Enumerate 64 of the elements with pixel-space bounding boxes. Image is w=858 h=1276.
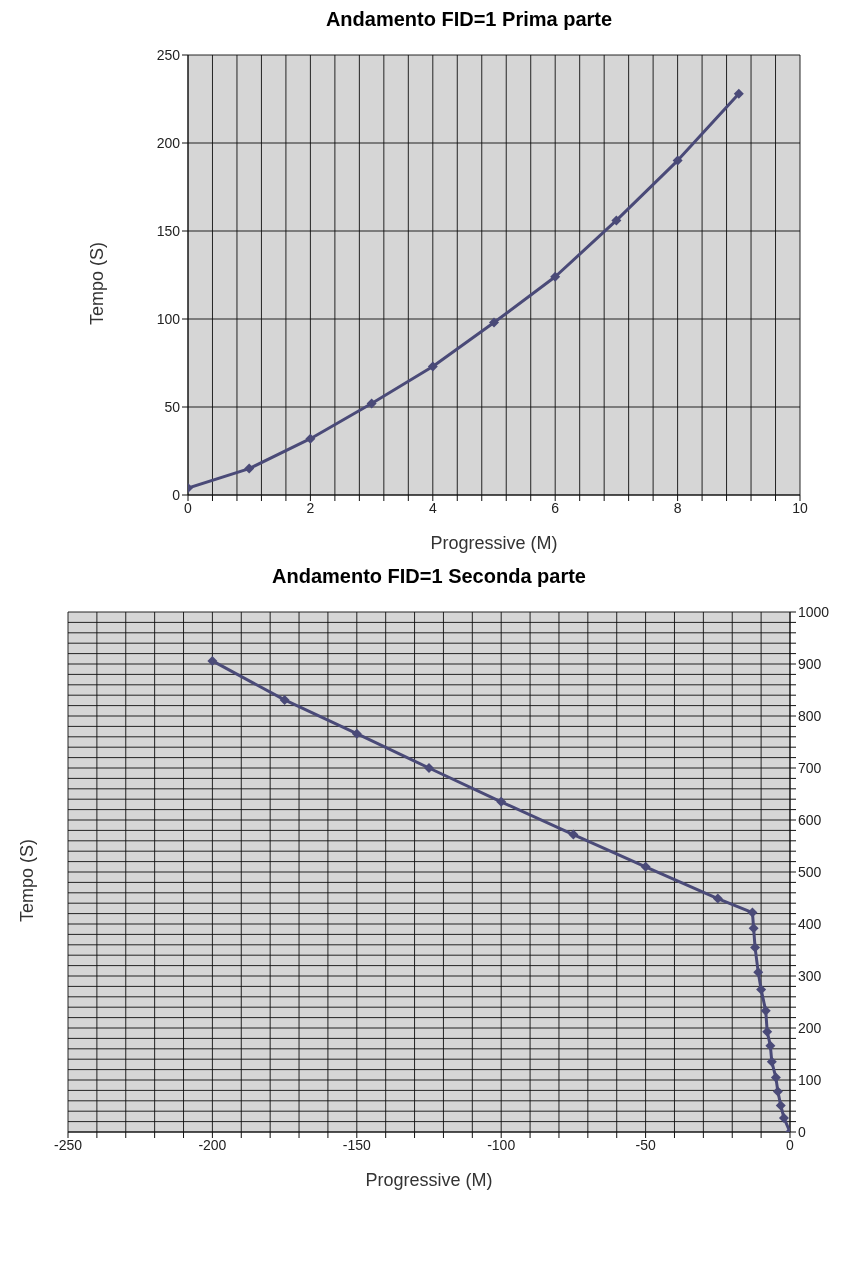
point — [207, 655, 218, 666]
chart-title: Andamento FID=1 Prima parte — [324, 8, 614, 31]
y-tick-label: 500 — [798, 863, 822, 880]
x-axis-title: Progressive (M) — [430, 533, 558, 553]
point — [496, 796, 507, 807]
y-tick-label: 400 — [798, 915, 822, 932]
y-axis-title: Tempo (S) — [87, 241, 109, 325]
point — [351, 728, 362, 739]
y-tick-label: 200 — [156, 134, 181, 151]
point — [640, 861, 651, 872]
x-tick-label: -150 — [342, 1136, 372, 1153]
x-tick-label: 8 — [673, 499, 682, 516]
point — [427, 361, 438, 372]
y-tick-label: 600 — [798, 811, 822, 828]
point — [489, 317, 499, 328]
y-tick-label: 300 — [798, 967, 822, 984]
point — [568, 829, 579, 840]
y-tick-label: 200 — [798, 1019, 822, 1036]
point — [775, 1100, 786, 1111]
x-tick-label: -250 — [53, 1136, 83, 1153]
x-tick-label: 0 — [786, 1136, 795, 1153]
y-tick-label: 900 — [798, 655, 822, 672]
point — [305, 433, 316, 444]
x-tick-label: 2 — [306, 499, 315, 516]
y-tick-label: 50 — [164, 398, 181, 415]
y-tick-label: 1000 — [798, 603, 830, 620]
point — [672, 155, 683, 166]
x-tick-label: 0 — [184, 499, 193, 516]
point — [760, 1005, 771, 1016]
x-tick-label: -100 — [487, 1136, 516, 1153]
point — [778, 1112, 789, 1123]
point — [765, 1040, 776, 1051]
y-tick-label: 100 — [156, 310, 181, 327]
y-tick-label: 0 — [798, 1123, 806, 1140]
point — [733, 88, 744, 99]
point — [748, 923, 759, 934]
point — [712, 893, 723, 904]
point — [244, 463, 255, 474]
y-axis-title: Tempo (S) — [17, 838, 39, 922]
point — [550, 271, 561, 282]
x-tick-label: -50 — [635, 1136, 656, 1153]
point — [770, 1072, 781, 1083]
x-tick-label: 4 — [428, 499, 437, 516]
chart-title: Andamento FID=1 Seconda parte — [271, 565, 587, 588]
point — [750, 942, 761, 953]
x-tick-label: 6 — [551, 499, 560, 516]
y-tick-label: 250 — [156, 46, 181, 63]
point — [756, 984, 767, 995]
y-tick-label: 0 — [172, 486, 181, 503]
point — [366, 398, 377, 409]
y-tick-label: 100 — [798, 1071, 822, 1088]
point — [611, 215, 622, 226]
x-axis-title: Progressive (M) — [365, 1170, 493, 1190]
point — [753, 967, 764, 978]
y-tick-label: 700 — [798, 759, 822, 776]
y-tick-label: 800 — [798, 707, 822, 724]
point — [766, 1056, 777, 1067]
point — [772, 1086, 783, 1097]
point — [747, 907, 758, 918]
x-tick-label: -200 — [198, 1136, 227, 1153]
point — [279, 694, 290, 705]
x-tick-label: 10 — [792, 499, 808, 516]
y-tick-label: 150 — [156, 222, 181, 239]
point — [424, 763, 434, 773]
